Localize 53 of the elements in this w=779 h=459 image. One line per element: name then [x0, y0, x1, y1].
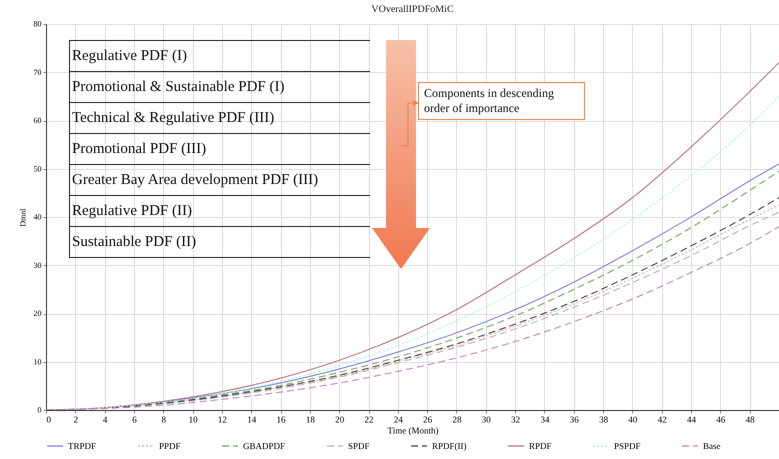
x-tick-label: 12 [218, 414, 227, 424]
annotation: Sustainable PDF (II) [69, 227, 370, 258]
y-tick-label: 20 [34, 309, 42, 318]
legend-label: PPDF [159, 441, 181, 451]
legend-label: Base [703, 441, 720, 451]
annotation: Components in descending order of importance [418, 82, 585, 120]
x-tick-label: 22 [364, 414, 374, 424]
x-tick-label: 34 [540, 414, 550, 424]
x-tick-label: 4 [102, 414, 108, 424]
x-tick-label: 16 [276, 414, 286, 424]
legend-label: RPDF(II) [432, 441, 467, 451]
annotation: Greater Bay Area development PDF (III) [69, 165, 370, 196]
annotation: Technical & Regulative PDF (III) [69, 103, 370, 134]
x-tick-label: 2 [74, 414, 78, 424]
x-tick-label: 42 [658, 414, 667, 424]
x-tick-label: 28 [452, 414, 462, 424]
legend-label: TRPDF [68, 441, 96, 451]
legend-label: SPDF [348, 441, 370, 451]
x-tick-label: 30 [482, 414, 492, 424]
x-tick-label: 36 [570, 414, 580, 424]
chart-title: VOverallIPDFoMiC [371, 4, 454, 15]
annotation: Regulative PDF (I) [69, 41, 370, 72]
x-tick-label: 46 [716, 414, 726, 424]
x-tick-label: 0 [46, 414, 52, 424]
x-tick-label: 38 [599, 414, 609, 424]
y-tick-label: 50 [34, 164, 42, 174]
y-tick-label: 60 [34, 116, 42, 125]
annotation: Regulative PDF (II) [69, 196, 370, 227]
x-tick-label: 20 [335, 414, 345, 424]
y-axis-title: Dmnl [18, 208, 28, 227]
legend-label: RPDF [529, 441, 552, 451]
x-tick-label: 8 [162, 414, 167, 424]
y-tick-label: 0 [38, 406, 42, 414]
annotation: Promotional PDF (III) [69, 134, 370, 165]
y-tick-label: 80 [34, 20, 42, 28]
annotation: Promotional & Sustainable PDF (I) [69, 72, 370, 103]
y-tick-label: 40 [34, 212, 42, 222]
legend-label: GBADPDF [243, 441, 286, 451]
x-tick-label: 26 [423, 414, 433, 424]
y-tick-label: 10 [34, 357, 42, 366]
x-tick-label: 14 [247, 414, 257, 424]
x-tick-label: 18 [306, 414, 316, 424]
legend-label: PSPDF [614, 441, 641, 451]
x-tick-label: 24 [394, 414, 404, 424]
x-tick-label: 6 [132, 414, 138, 424]
x-tick-label: 40 [628, 414, 638, 424]
x-tick-label: 10 [188, 414, 198, 424]
y-tick-label: 30 [34, 260, 42, 270]
x-tick-label: 32 [511, 414, 520, 424]
y-tick-label: 70 [34, 68, 42, 77]
x-tick-label: 48 [746, 414, 756, 424]
x-axis-title: Time (Month) [388, 426, 438, 436]
x-tick-label: 44 [687, 414, 697, 424]
